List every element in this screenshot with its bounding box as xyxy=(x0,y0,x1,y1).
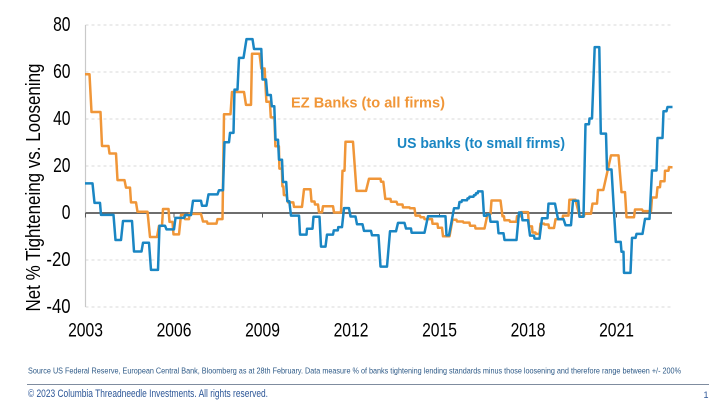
svg-text:40: 40 xyxy=(53,107,70,130)
svg-text:EZ Banks (to all firms): EZ Banks (to all firms) xyxy=(291,95,445,112)
svg-text:-20: -20 xyxy=(46,248,70,271)
svg-text:2018: 2018 xyxy=(511,319,546,341)
svg-text:20: 20 xyxy=(53,154,70,177)
svg-text:US banks (to small firms): US banks (to small firms) xyxy=(397,135,565,152)
svg-text:80: 80 xyxy=(53,13,70,36)
svg-text:60: 60 xyxy=(53,60,70,83)
svg-text:-40: -40 xyxy=(46,295,70,318)
svg-text:2006: 2006 xyxy=(157,319,192,341)
svg-text:Net % Tighteneing vs. Loosenin: Net % Tighteneing vs. Loosening xyxy=(23,64,45,312)
svg-text:2003: 2003 xyxy=(68,319,103,341)
svg-text:2009: 2009 xyxy=(245,319,280,341)
svg-text:0: 0 xyxy=(62,201,71,224)
svg-text:2012: 2012 xyxy=(334,319,369,341)
svg-text:Source US Federal Reserve, Eur: Source US Federal Reserve, European Cent… xyxy=(28,366,681,376)
svg-text:2021: 2021 xyxy=(599,319,634,341)
svg-text:2015: 2015 xyxy=(422,319,457,341)
svg-text:© 2023 Columbia Threadneedle I: © 2023 Columbia Threadneedle Investments… xyxy=(28,388,268,400)
svg-text:1: 1 xyxy=(703,390,708,400)
